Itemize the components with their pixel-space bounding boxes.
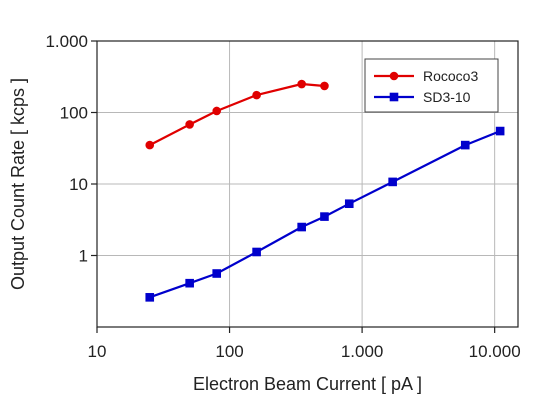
series-line-rococo3 xyxy=(149,82,325,147)
y-tick-label-1-000: 1.000 xyxy=(45,32,88,51)
data-point-rococo3 xyxy=(145,140,155,150)
legend-marker-rococo3 xyxy=(389,71,399,81)
legend: Rococo3 SD3-10 xyxy=(364,58,499,113)
data-point-sd3-10 xyxy=(460,140,470,150)
data-point-sd3-10 xyxy=(320,212,329,221)
data-point-sd3-10 xyxy=(185,278,194,288)
data-point-rococo3 xyxy=(320,81,329,91)
y-tick-label-10: 10 xyxy=(69,175,88,194)
series-sd3-10 xyxy=(145,126,505,302)
y-axis-label: Output Count Rate [ kcps ] xyxy=(8,78,28,290)
legend-box xyxy=(364,58,499,113)
x-axis-label: Electron Beam Current [ pA ] xyxy=(193,374,422,394)
y-axis-ticks: 1 10 100 1.000 xyxy=(45,32,97,266)
series-line-sd3-10 xyxy=(149,130,501,299)
data-point-rococo3 xyxy=(185,120,194,129)
legend-label-rococo3: Rococo3 xyxy=(423,68,478,84)
legend-marker-sd3-10 xyxy=(389,92,399,102)
data-point-rococo3 xyxy=(252,90,261,100)
legend-label-sd3-10: SD3-10 xyxy=(423,89,471,105)
data-point-sd3-10 xyxy=(145,293,155,302)
y-tick-label-1: 1 xyxy=(79,247,88,266)
data-point-sd3-10 xyxy=(252,247,261,257)
legend-item-rococo3: Rococo3 xyxy=(374,68,478,84)
series-rococo3 xyxy=(145,79,329,150)
x-tick-label-100: 100 xyxy=(215,342,243,361)
legend-item-sd3-10: SD3-10 xyxy=(374,89,471,105)
x-tick-label-10: 10 xyxy=(88,342,107,361)
data-point-sd3-10 xyxy=(495,126,505,136)
x-tick-label-1-000: 1.000 xyxy=(341,342,384,361)
data-point-sd3-10 xyxy=(212,269,222,278)
data-point-rococo3 xyxy=(212,106,222,116)
data-point-sd3-10 xyxy=(388,177,397,187)
data-point-sd3-10 xyxy=(344,199,354,209)
x-axis-ticks: 10 100 1.000 10.000 xyxy=(88,327,521,361)
series-layer xyxy=(145,79,505,302)
x-tick-label-10-000: 10.000 xyxy=(469,342,521,361)
data-point-rococo3 xyxy=(297,79,306,89)
data-point-sd3-10 xyxy=(297,222,306,232)
y-tick-label-100: 100 xyxy=(60,104,88,123)
